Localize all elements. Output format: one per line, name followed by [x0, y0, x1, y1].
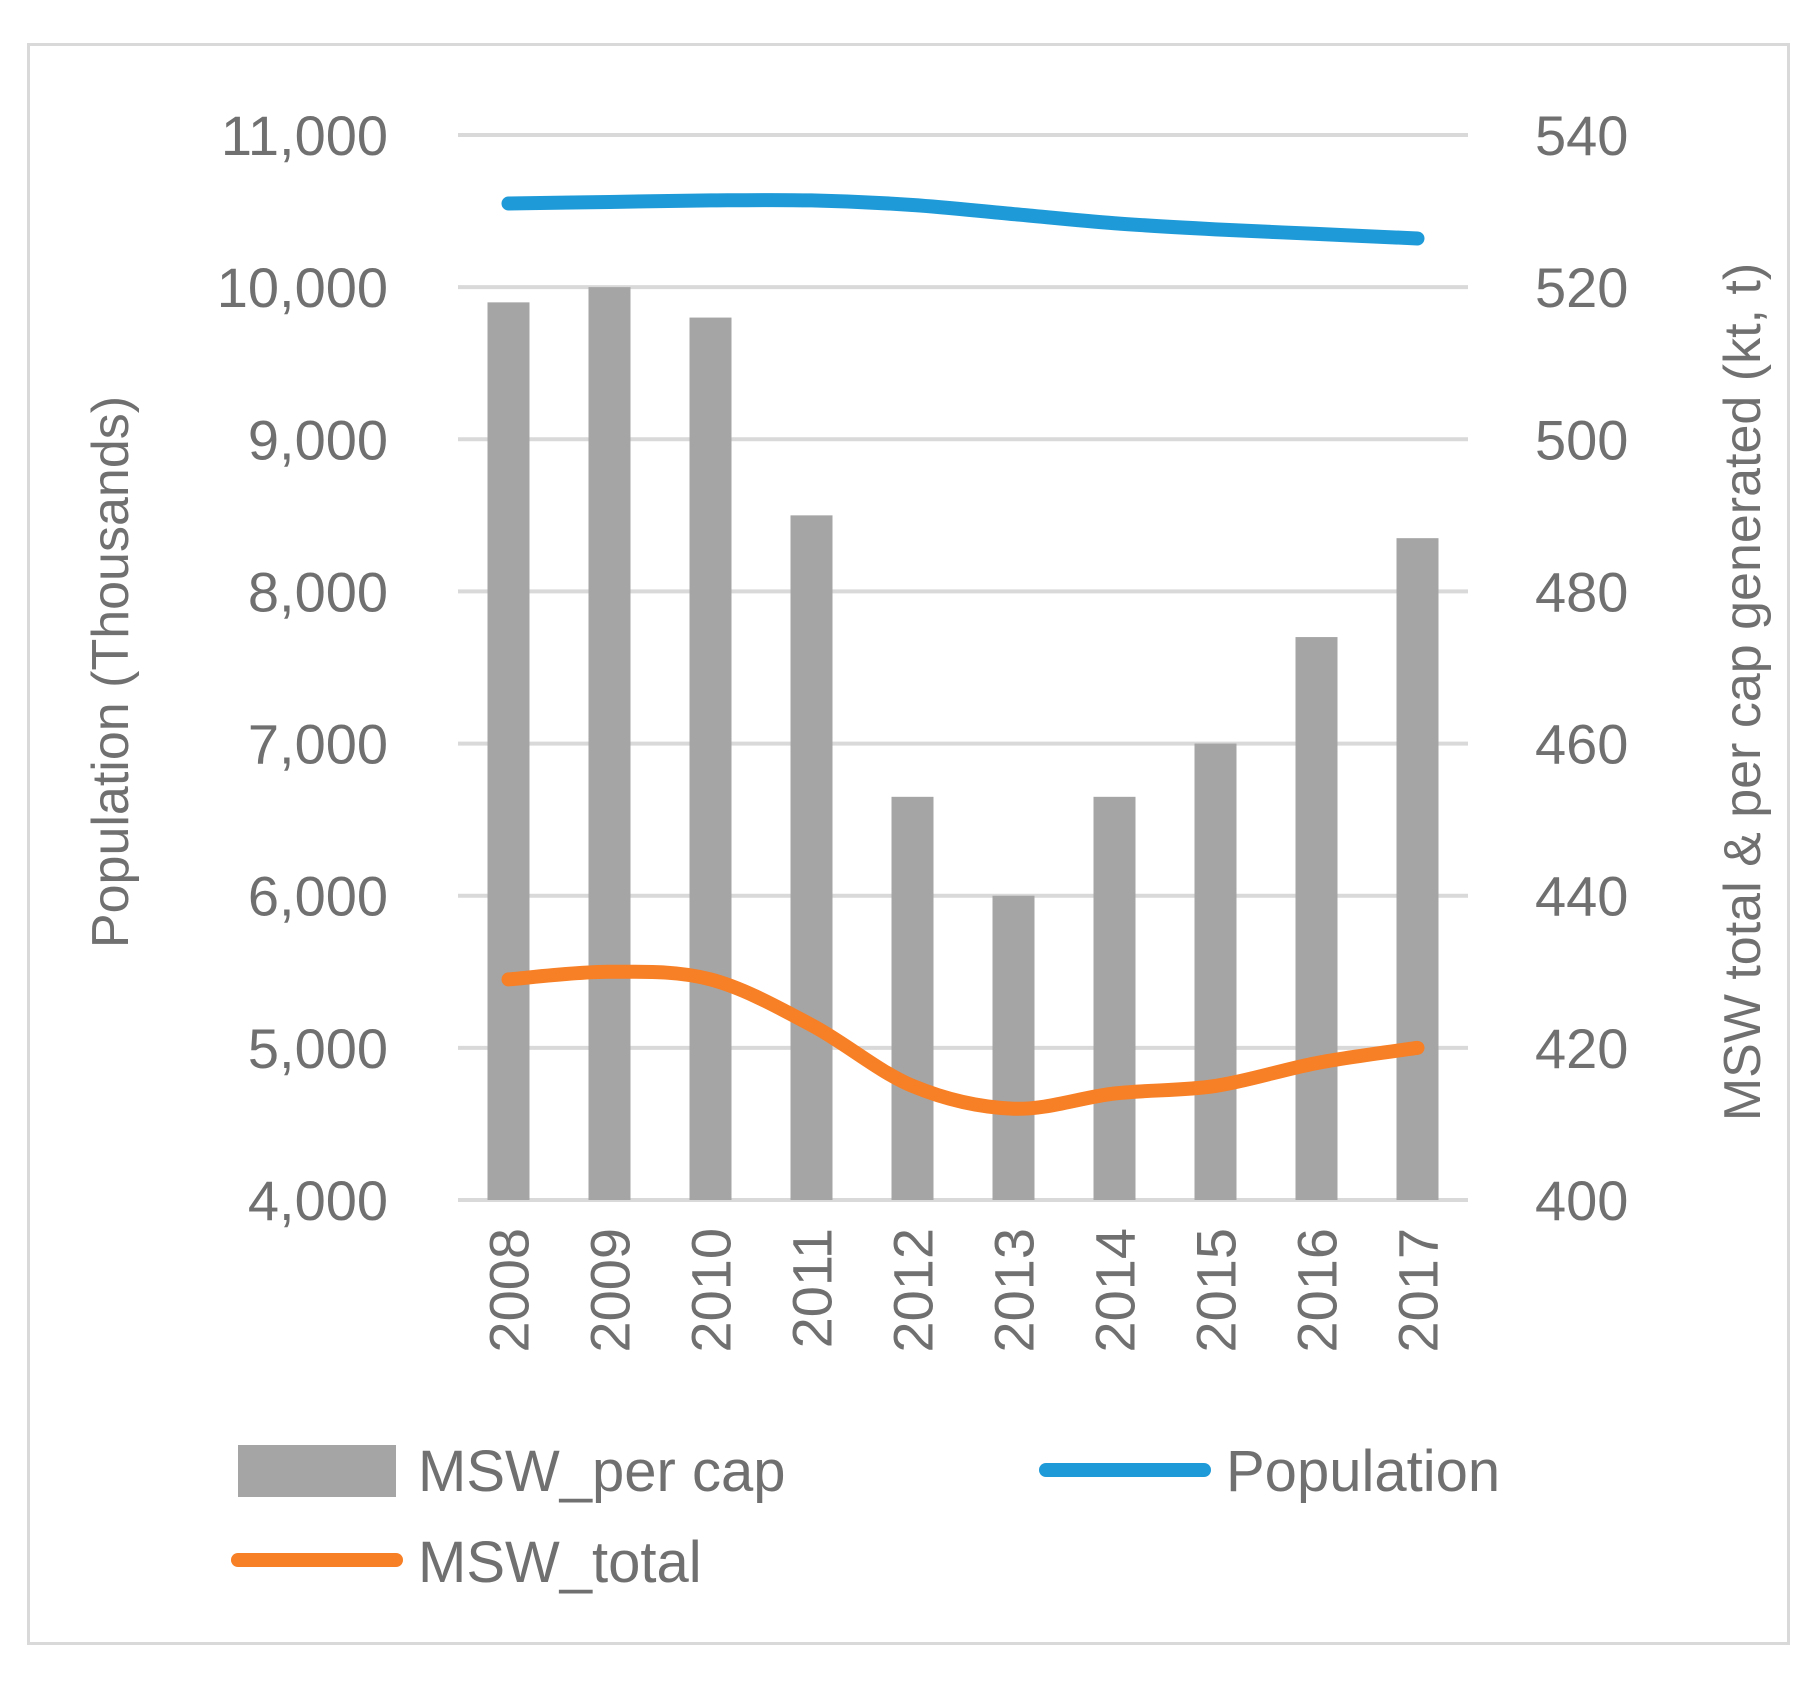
left-tick-label: 4,000: [248, 1169, 388, 1232]
bar-msw-per-cap: [1093, 796, 1136, 1200]
right-axis-ticks: 400 420 440 460 480 500 520 540: [1535, 104, 1628, 1232]
left-tick-label: 10,000: [217, 256, 388, 319]
legend-label-msw-per-cap: MSW_per cap: [418, 1439, 785, 1504]
x-tick-label: 2017: [1387, 1228, 1450, 1353]
left-tick-label: 9,000: [248, 408, 388, 471]
x-tick-label: 2015: [1185, 1228, 1248, 1353]
bar-msw-per-cap: [1295, 637, 1338, 1200]
right-tick-label: 400: [1535, 1169, 1628, 1232]
right-tick-label: 460: [1535, 713, 1628, 776]
x-tick-label: 2011: [781, 1228, 844, 1348]
bar-msw-per-cap: [1396, 538, 1439, 1200]
legend-label-population: Population: [1226, 1439, 1500, 1504]
x-tick-label: 2009: [579, 1228, 642, 1353]
right-axis-title: MSW total & per cap generated (kt, t): [1714, 263, 1772, 1121]
bar-series-msw-per-cap: [487, 287, 1439, 1201]
left-tick-label: 5,000: [248, 1017, 388, 1080]
bar-msw-per-cap: [790, 515, 833, 1200]
x-tick-label: 2010: [680, 1228, 743, 1353]
bar-msw-per-cap: [487, 302, 530, 1200]
bar-msw-per-cap: [992, 895, 1035, 1200]
left-tick-label: 6,000: [248, 865, 388, 928]
line-msw-total: [501, 964, 1425, 1116]
line-population: [501, 193, 1425, 246]
x-tick-label: 2016: [1286, 1228, 1349, 1353]
right-tick-label: 500: [1535, 408, 1628, 471]
bar-msw-per-cap: [891, 796, 934, 1200]
x-tick-label: 2012: [882, 1228, 945, 1353]
x-tick-label: 2008: [478, 1228, 541, 1353]
left-tick-label: 8,000: [248, 560, 388, 623]
bar-msw-per-cap: [588, 287, 631, 1201]
right-tick-label: 540: [1535, 104, 1628, 167]
left-tick-label: 11,000: [221, 104, 388, 167]
legend: MSW_per cap Population MSW_total: [231, 1439, 1500, 1595]
x-tick-label: 2013: [983, 1228, 1046, 1353]
bar-msw-per-cap: [1194, 743, 1237, 1200]
left-axis-title: Population (Thousands): [82, 396, 140, 948]
x-tick-label: 2014: [1084, 1228, 1147, 1353]
legend-label-msw-total: MSW_total: [418, 1530, 702, 1595]
legend-swatch-msw-per-cap: [238, 1445, 396, 1497]
left-tick-label: 7,000: [248, 713, 388, 776]
right-tick-label: 440: [1535, 865, 1628, 928]
right-tick-label: 420: [1535, 1017, 1628, 1080]
right-tick-label: 520: [1535, 256, 1628, 319]
x-axis-ticks: 2008 2009 2010 2011 2012 2013 2014 2015 2016 2017: [478, 1228, 1450, 1353]
right-tick-label: 480: [1535, 560, 1628, 623]
bar-msw-per-cap: [689, 317, 732, 1201]
left-axis-ticks: 4,000 5,000 6,000 7,000 8,000 9,000 10,000 11,0…: [217, 104, 388, 1232]
line-series: [501, 193, 1425, 1116]
